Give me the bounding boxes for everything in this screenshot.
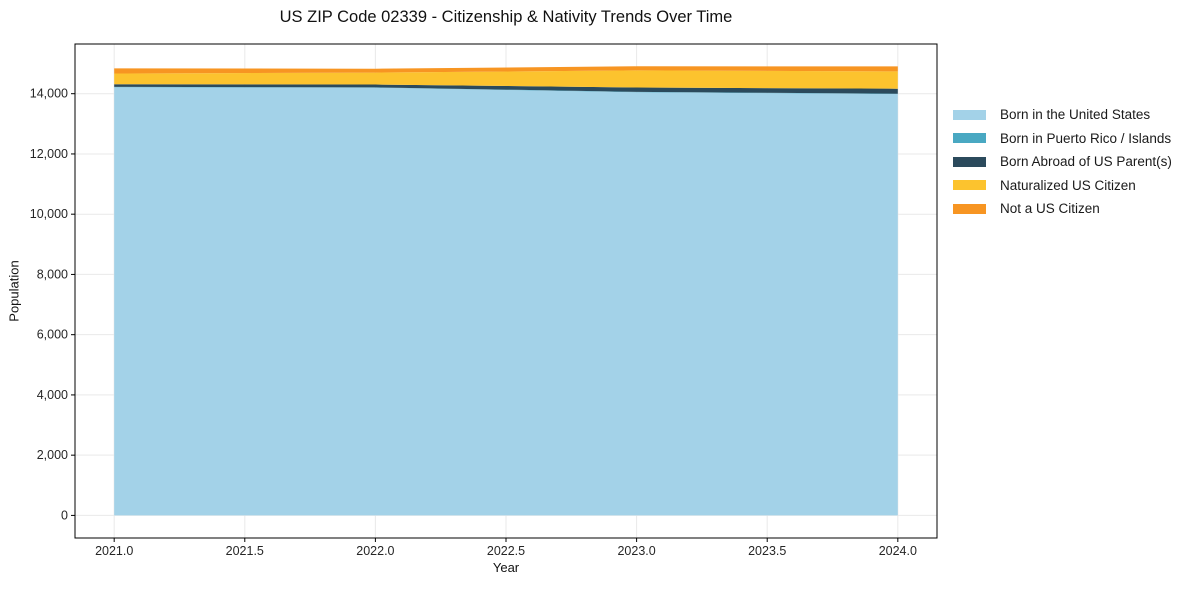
x-tick-label: 2021.0	[95, 544, 133, 558]
y-tick-label: 8,000	[37, 267, 68, 281]
legend-label: Born in the United States	[1000, 107, 1151, 123]
area-series-3	[114, 70, 898, 89]
legend-swatch	[953, 133, 986, 144]
x-tick-label: 2022.0	[356, 544, 394, 558]
area-series-1	[114, 86, 898, 94]
legend-item: Born in Puerto Rico / Islands	[953, 127, 1172, 151]
x-tick-label: 2023.0	[617, 544, 655, 558]
legend-swatch	[953, 203, 986, 214]
x-tick-label: 2024.0	[879, 544, 917, 558]
legend-swatch	[953, 180, 986, 191]
chart-legend: Born in the United States Born in Puerto …	[953, 103, 1172, 221]
y-tick-label: 2,000	[37, 448, 68, 462]
x-tick-label: 2023.5	[748, 544, 786, 558]
y-tick-label: 10,000	[30, 207, 68, 221]
y-tick-label: 12,000	[30, 147, 68, 161]
legend-item: Naturalized US Citizen	[953, 174, 1172, 198]
area-series-0	[114, 87, 898, 516]
x-axis-label: Year	[492, 560, 520, 575]
y-tick-label: 6,000	[37, 328, 68, 342]
y-tick-label: 4,000	[37, 388, 68, 402]
legend-item: Not a US Citizen	[953, 197, 1172, 221]
legend-item: Born Abroad of US Parent(s)	[953, 150, 1172, 174]
area-series-4	[114, 66, 898, 74]
y-axis-label: Population	[6, 260, 22, 322]
legend-item: Born in the United States	[953, 103, 1172, 127]
y-tick-label: 14,000	[30, 87, 68, 101]
legend-label: Born Abroad of US Parent(s)	[1000, 154, 1172, 170]
legend-swatch	[953, 109, 986, 120]
chart-title: US ZIP Code 02339 - Citizenship & Nativi…	[279, 8, 733, 26]
legend-label: Born in Puerto Rico / Islands	[1000, 130, 1172, 146]
y-tick-label: 0	[61, 508, 68, 522]
legend-label: Not a US Citizen	[1000, 201, 1100, 217]
area-series-2	[114, 84, 898, 94]
legend-swatch	[953, 156, 986, 167]
legend-label: Naturalized US Citizen	[1000, 177, 1136, 193]
x-tick-label: 2022.5	[487, 544, 525, 558]
x-tick-label: 2021.5	[226, 544, 264, 558]
